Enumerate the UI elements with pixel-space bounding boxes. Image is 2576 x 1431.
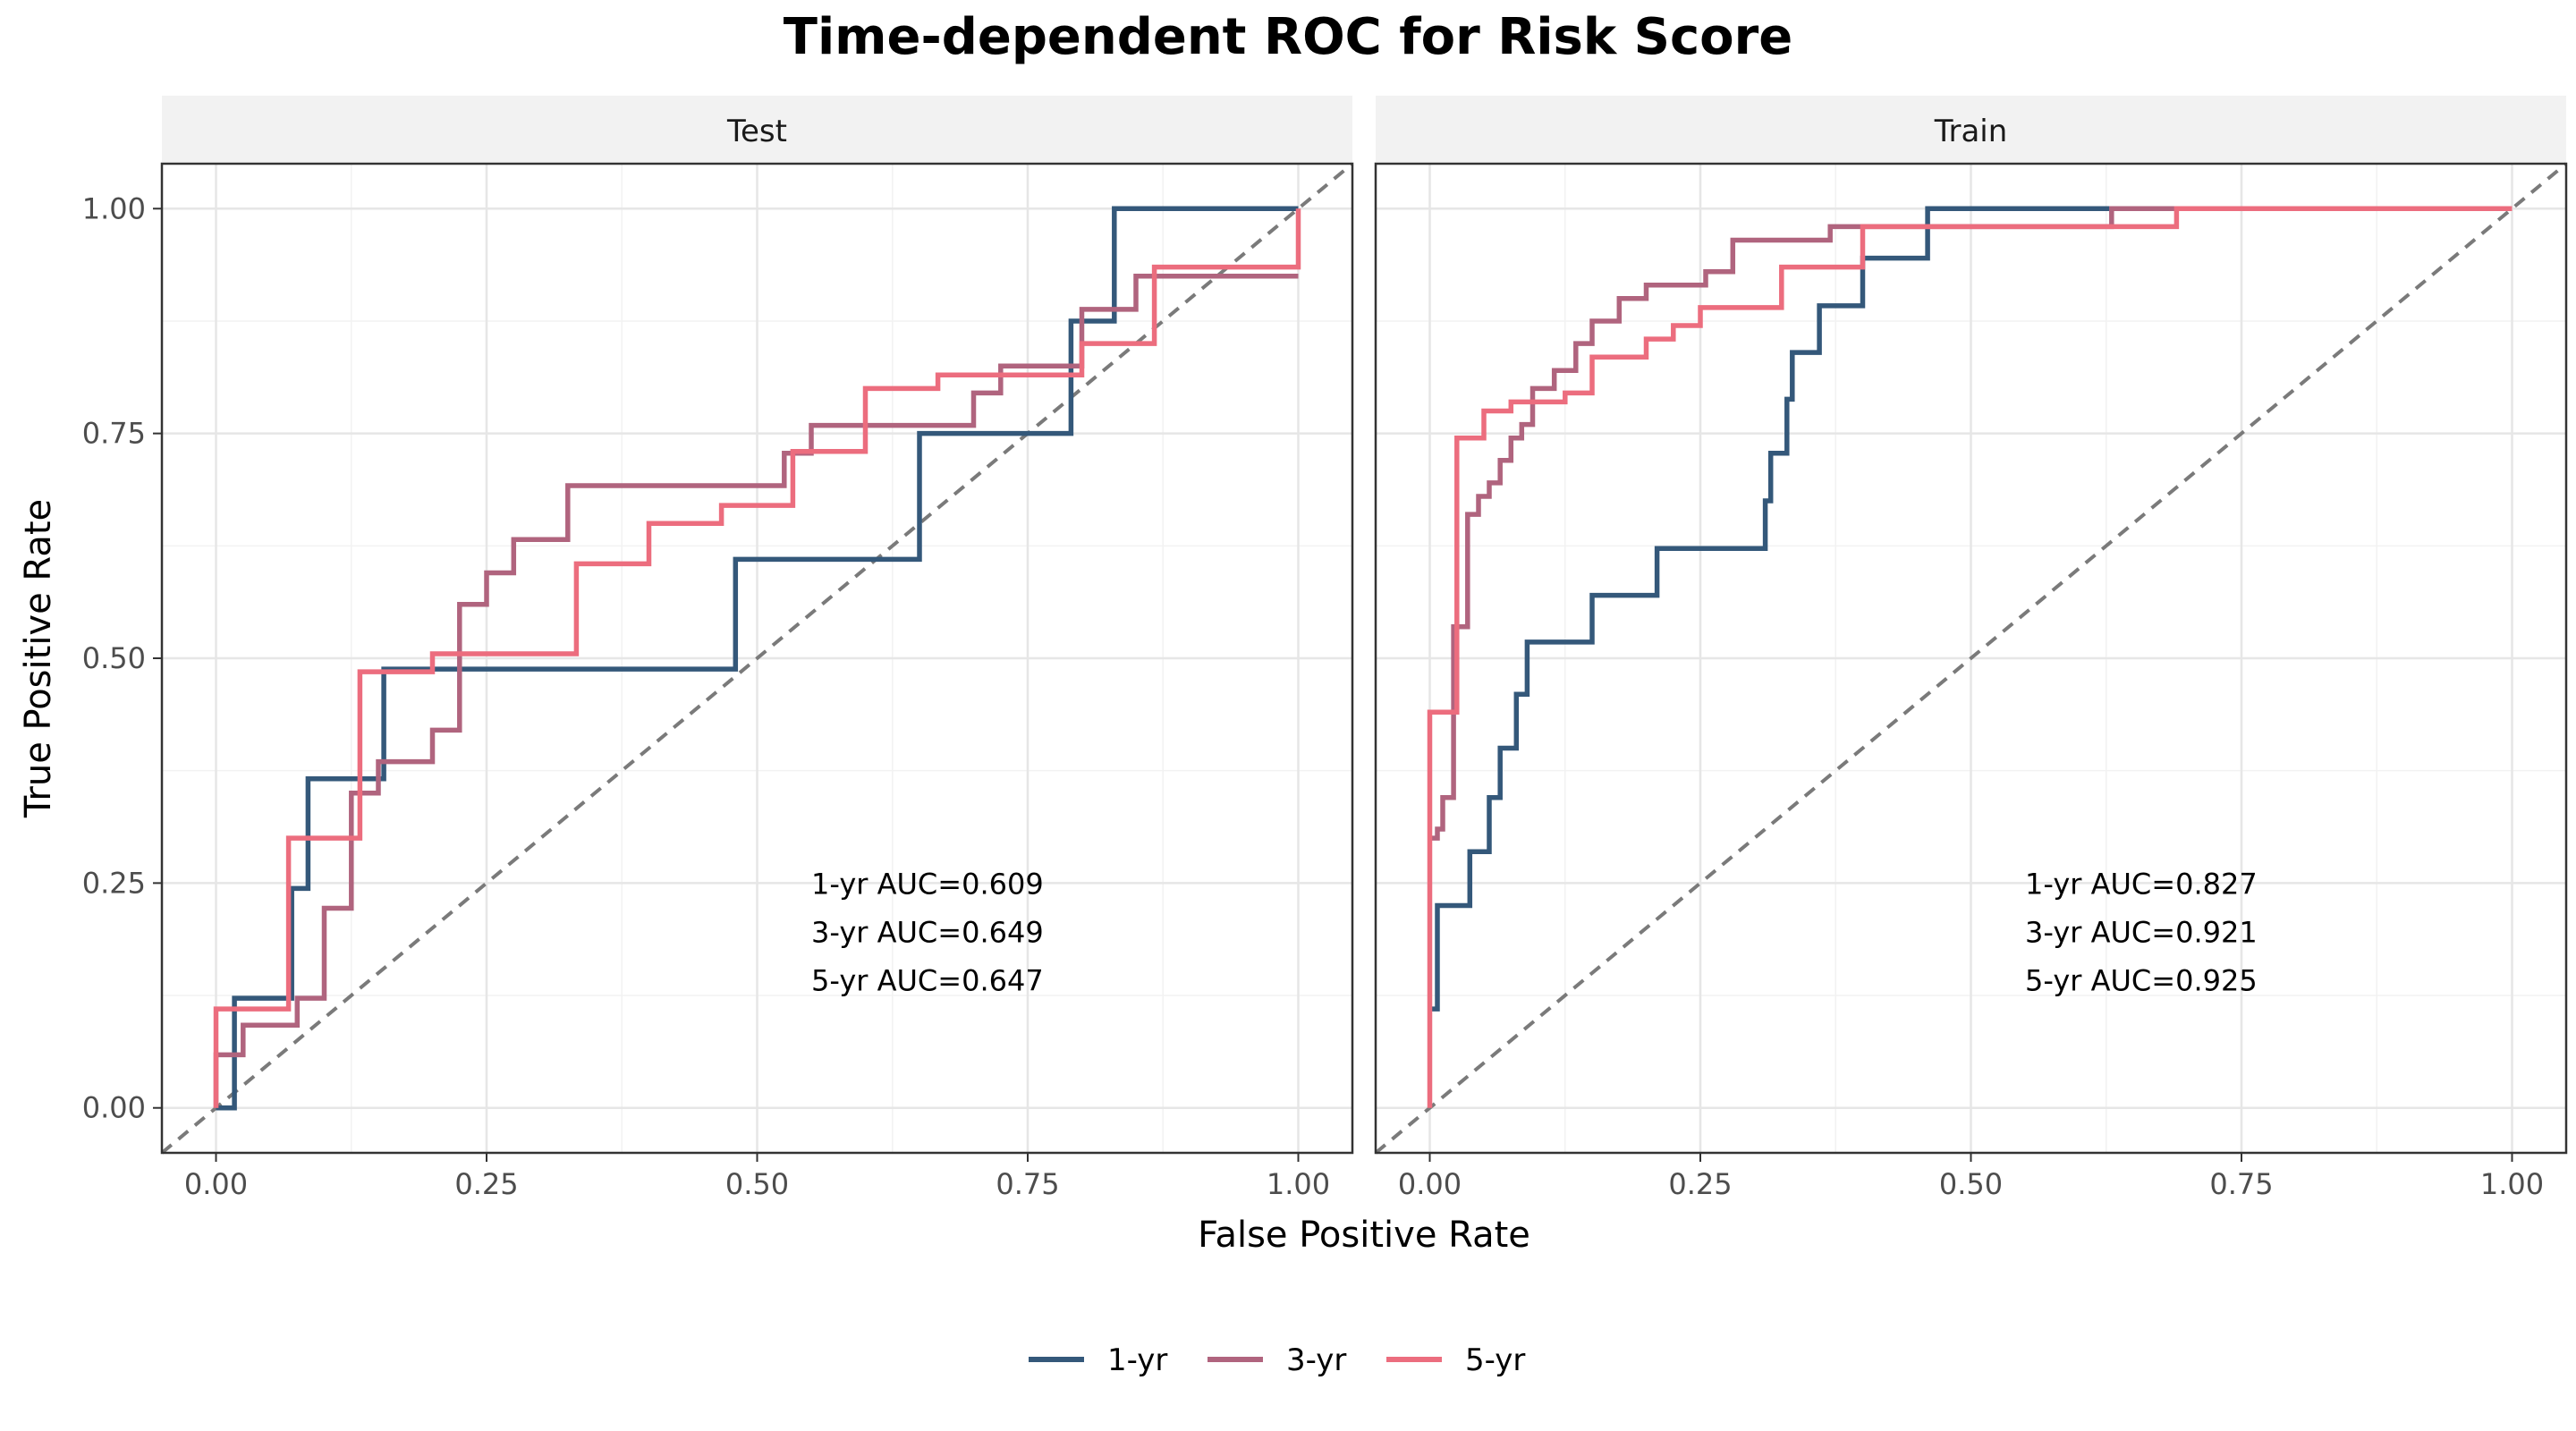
roc-curve-1-yr	[1429, 206, 2512, 1012]
x-tick-label: 1.00	[1267, 1167, 1330, 1201]
facet-strip	[1376, 96, 2566, 162]
facet-strip-label: Test	[726, 114, 787, 149]
legend: 1-yr 3-yr 5-yr	[1029, 1342, 1525, 1378]
auc-label: 3-yr AUC=0.921	[2025, 915, 2258, 949]
x-tick-label: 0.00	[184, 1167, 248, 1201]
x-tick-label: 0.25	[454, 1167, 518, 1201]
x-tick-label: 0.25	[1668, 1167, 1732, 1201]
x-tick-label: 0.00	[1398, 1167, 1462, 1201]
x-tick-label: 0.50	[725, 1167, 789, 1201]
auc-label: 5-yr AUC=0.647	[811, 963, 1044, 997]
y-axis-label: True Positive Rate	[18, 499, 59, 818]
reference-diagonal-line	[1374, 162, 2568, 1155]
y-tick-label: 0.50	[82, 641, 146, 675]
roc-curve-3-yr	[1429, 206, 2512, 841]
facet-strip-label: Train	[1934, 114, 2008, 149]
y-tick-label: 0.25	[82, 866, 146, 900]
panel-border	[1374, 162, 2568, 1155]
x-tick-label: 1.00	[2480, 1167, 2544, 1201]
roc-curve-5-yr	[213, 208, 1301, 1108]
auc-label: 3-yr AUC=0.649	[811, 915, 1044, 949]
x-tick-label: 0.75	[996, 1167, 1059, 1201]
y-tick-label: 1.00	[82, 191, 146, 225]
x-axis-label: False Positive Rate	[1198, 1215, 1530, 1256]
auc-label: 1-yr AUC=0.827	[2025, 867, 2258, 901]
roc-curve-3-yr	[213, 273, 1299, 1108]
auc-label: 5-yr AUC=0.925	[2025, 963, 2258, 997]
panels-group: Test 0.00 0.00 0.25 0.25 0.50 0.50 0.75 0.75 1.00…	[82, 96, 2568, 1201]
chart-title: Time-dependent ROC for Risk Score	[784, 8, 1792, 66]
legend-label-3-yr: 3-yr	[1286, 1342, 1346, 1378]
x-tick-label: 0.75	[2209, 1167, 2273, 1201]
panel-border	[160, 162, 1354, 1155]
x-tick-label: 0.50	[1939, 1167, 2003, 1201]
panel-test: Test 0.00 0.00 0.25 0.25 0.50 0.50 0.75 0.75 1.00…	[82, 96, 1354, 1201]
y-tick-label: 0.75	[82, 417, 146, 451]
y-tick-label: 0.00	[82, 1091, 146, 1125]
panel-train: Train 0.00 0.25 0.50 0.75 1.00 1-yr AUC=0.827 3…	[1374, 96, 2568, 1201]
facet-strip	[162, 96, 1352, 162]
roc-curve-5-yr	[1427, 206, 2512, 1108]
legend-label-5-yr: 5-yr	[1465, 1342, 1525, 1378]
roc-curve-1-yr	[216, 206, 1299, 1111]
legend-label-1-yr: 1-yr	[1107, 1342, 1167, 1378]
auc-label: 1-yr AUC=0.609	[811, 867, 1044, 901]
